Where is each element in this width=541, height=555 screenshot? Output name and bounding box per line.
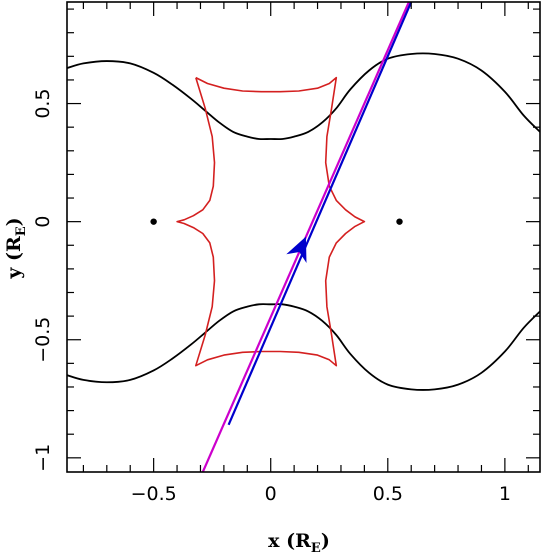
x-tick-label: 0.5	[373, 483, 403, 505]
x-axis-label: x (RE)	[268, 530, 330, 555]
tick-labels: −0.5 0 0.5 1 −1 −0.5 0 0.5	[32, 88, 511, 505]
x-tick-label: −0.5	[131, 483, 177, 505]
axis-ticks	[67, 2, 540, 472]
source-trajectory-blue	[227, 2, 413, 426]
lens-point-2	[396, 218, 403, 225]
x-tick-label: 0	[265, 483, 277, 505]
y-tick-label: 0.5	[32, 88, 54, 118]
critical-curve	[67, 303, 540, 391]
direction-arrow	[286, 236, 307, 263]
y-tick-label: −1	[32, 444, 54, 472]
caustic-curve	[176, 76, 366, 367]
plot-frame	[66, 1, 541, 473]
critical-curve	[67, 52, 540, 141]
trajectory-arrow	[286, 236, 307, 263]
plot-curves	[67, 2, 540, 472]
lens-points	[150, 218, 403, 225]
x-tick-label: 1	[499, 483, 511, 505]
lens-point-1	[150, 218, 157, 225]
y-tick-label: 0	[32, 216, 54, 228]
y-axis-label: y (RE)	[3, 217, 29, 279]
y-tick-label: −0.5	[32, 317, 54, 363]
